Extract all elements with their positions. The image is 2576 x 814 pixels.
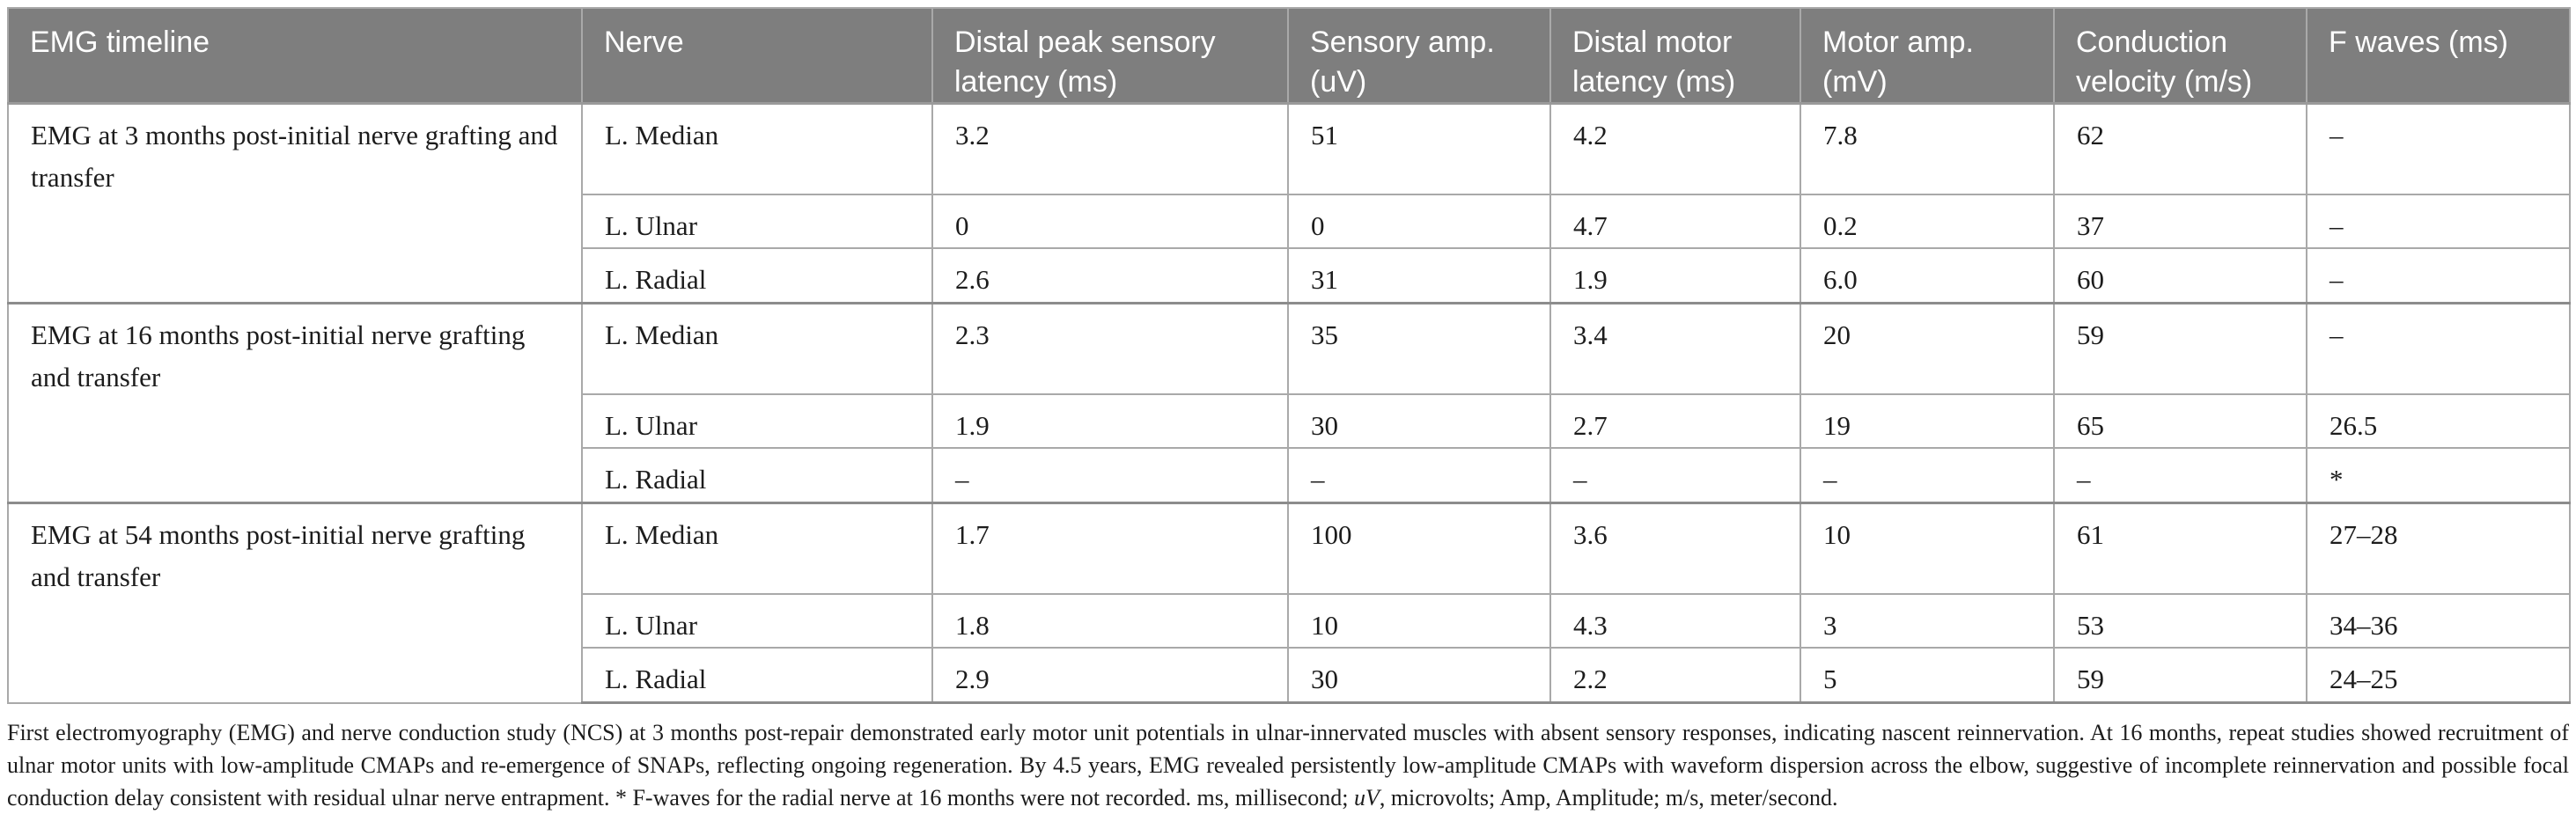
value-cell: 53 xyxy=(2053,592,2307,649)
value-cell: 26.5 xyxy=(2306,392,2571,449)
column-header-distal-motor-latency: Distal motor latency (ms) xyxy=(1549,7,1801,105)
value-cell: 6.0 xyxy=(1800,246,2055,304)
nerve-cell: L. Median xyxy=(581,302,933,395)
table-row: L. Ulnar 1.9 30 2.7 19 65 26.5 xyxy=(8,392,2571,449)
value-cell: 10 xyxy=(1800,502,2055,595)
column-header-distal-peak-sensory-latency: Distal peak sensory latency (ms) xyxy=(931,7,1289,105)
timeline-cell-54-months: EMG at 54 months post-initial nerve graf… xyxy=(7,502,583,704)
timeline-cell-3-months: EMG at 3 months post-initial nerve graft… xyxy=(7,102,583,304)
value-cell: 2.6 xyxy=(931,246,1289,304)
emg-results-table: EMG timeline Nerve Distal peak sensory l… xyxy=(7,7,2571,704)
value-cell: 3.2 xyxy=(931,102,1289,195)
value-cell: 4.2 xyxy=(1549,102,1801,195)
nerve-cell: L. Ulnar xyxy=(581,392,933,449)
value-cell: 5 xyxy=(1800,646,2055,704)
table-row: L. Radial 2.6 31 1.9 6.0 60 – xyxy=(8,246,2571,304)
nerve-cell: L. Radial xyxy=(581,246,933,304)
value-cell: 0 xyxy=(931,193,1289,249)
nerve-cell: L. Ulnar xyxy=(581,193,933,249)
value-cell: 100 xyxy=(1287,502,1551,595)
value-cell: – xyxy=(931,446,1289,504)
value-cell: 10 xyxy=(1287,592,1551,649)
value-cell: 34–36 xyxy=(2306,592,2571,649)
value-cell: 1.8 xyxy=(931,592,1289,649)
value-cell: 2.9 xyxy=(931,646,1289,704)
table-row: EMG at 3 months post-initial nerve graft… xyxy=(7,102,2571,304)
value-cell: 4.7 xyxy=(1549,193,1801,249)
table-row: L. Ulnar 1.8 10 4.3 3 53 34–36 xyxy=(8,592,2571,649)
table-row: EMG at 16 months post-initial nerve graf… xyxy=(7,302,2571,504)
nerve-cell: L. Median xyxy=(581,502,933,595)
value-cell: 19 xyxy=(1800,392,2055,449)
column-header-sensory-amp: Sensory amp. (uV) xyxy=(1287,7,1551,105)
value-cell: – xyxy=(1549,446,1801,504)
footnote-text: First electromyography (EMG) and nerve c… xyxy=(7,720,2569,810)
value-cell: 1.9 xyxy=(931,392,1289,449)
table-row: L. Ulnar 0 0 4.7 0.2 37 – xyxy=(8,193,2571,249)
value-cell: 37 xyxy=(2053,193,2307,249)
value-cell: 1.9 xyxy=(1549,246,1801,304)
footnote-text: , microvolts; Amp, Amplitude; m/s, meter… xyxy=(1379,785,1838,810)
value-cell: 0 xyxy=(1287,193,1551,249)
value-cell: 3 xyxy=(1800,592,2055,649)
column-header-f-waves: F waves (ms) xyxy=(2306,7,2571,105)
value-cell: 30 xyxy=(1287,392,1551,449)
value-cell: 20 xyxy=(1800,302,2055,395)
table-footnote: First electromyography (EMG) and nerve c… xyxy=(7,716,2569,814)
value-cell: 4.3 xyxy=(1549,592,1801,649)
nerve-cell: L. Median xyxy=(581,102,933,195)
value-cell: 30 xyxy=(1287,646,1551,704)
nerve-cell: L. Radial xyxy=(581,446,933,504)
footnote-text-italic-uv: uV xyxy=(1353,785,1380,810)
value-cell: 24–25 xyxy=(2306,646,2571,704)
table-row: L. Radial – – – – – * xyxy=(8,446,2571,504)
table-row: EMG at 54 months post-initial nerve graf… xyxy=(7,502,2571,704)
nerve-cell: L. Radial xyxy=(581,646,933,704)
value-cell: 1.7 xyxy=(931,502,1289,595)
table-row: L. Radial 2.9 30 2.2 5 59 24–25 xyxy=(8,646,2571,704)
value-cell: 60 xyxy=(2053,246,2307,304)
value-cell: 3.6 xyxy=(1549,502,1801,595)
value-cell: 62 xyxy=(2053,102,2307,195)
value-cell: – xyxy=(2306,246,2571,304)
column-header-motor-amp: Motor amp. (mV) xyxy=(1800,7,2055,105)
value-cell: 35 xyxy=(1287,302,1551,395)
value-cell: – xyxy=(2306,102,2571,195)
value-cell: – xyxy=(1800,446,2055,504)
column-header-nerve: Nerve xyxy=(581,7,933,105)
value-cell: 51 xyxy=(1287,102,1551,195)
value-cell: 59 xyxy=(2053,302,2307,395)
value-cell: 7.8 xyxy=(1800,102,2055,195)
value-cell: – xyxy=(1287,446,1551,504)
value-cell: 31 xyxy=(1287,246,1551,304)
value-cell: – xyxy=(2306,193,2571,249)
value-cell: 2.3 xyxy=(931,302,1289,395)
value-cell: 2.2 xyxy=(1549,646,1801,704)
value-cell: 59 xyxy=(2053,646,2307,704)
value-cell: 65 xyxy=(2053,392,2307,449)
value-cell: 27–28 xyxy=(2306,502,2571,595)
value-cell: 61 xyxy=(2053,502,2307,595)
header-row: EMG timeline Nerve Distal peak sensory l… xyxy=(7,7,2571,105)
timeline-cell-16-months: EMG at 16 months post-initial nerve graf… xyxy=(7,302,583,504)
value-cell: 2.7 xyxy=(1549,392,1801,449)
value-cell: – xyxy=(2306,302,2571,395)
value-cell: 3.4 xyxy=(1549,302,1801,395)
value-cell: – xyxy=(2053,446,2307,504)
column-header-conduction-velocity: Conduction velocity (m/s) xyxy=(2053,7,2307,105)
column-header-emg-timeline: EMG timeline xyxy=(7,7,583,105)
value-cell: 0.2 xyxy=(1800,193,2055,249)
value-cell: * xyxy=(2306,446,2571,504)
nerve-cell: L. Ulnar xyxy=(581,592,933,649)
